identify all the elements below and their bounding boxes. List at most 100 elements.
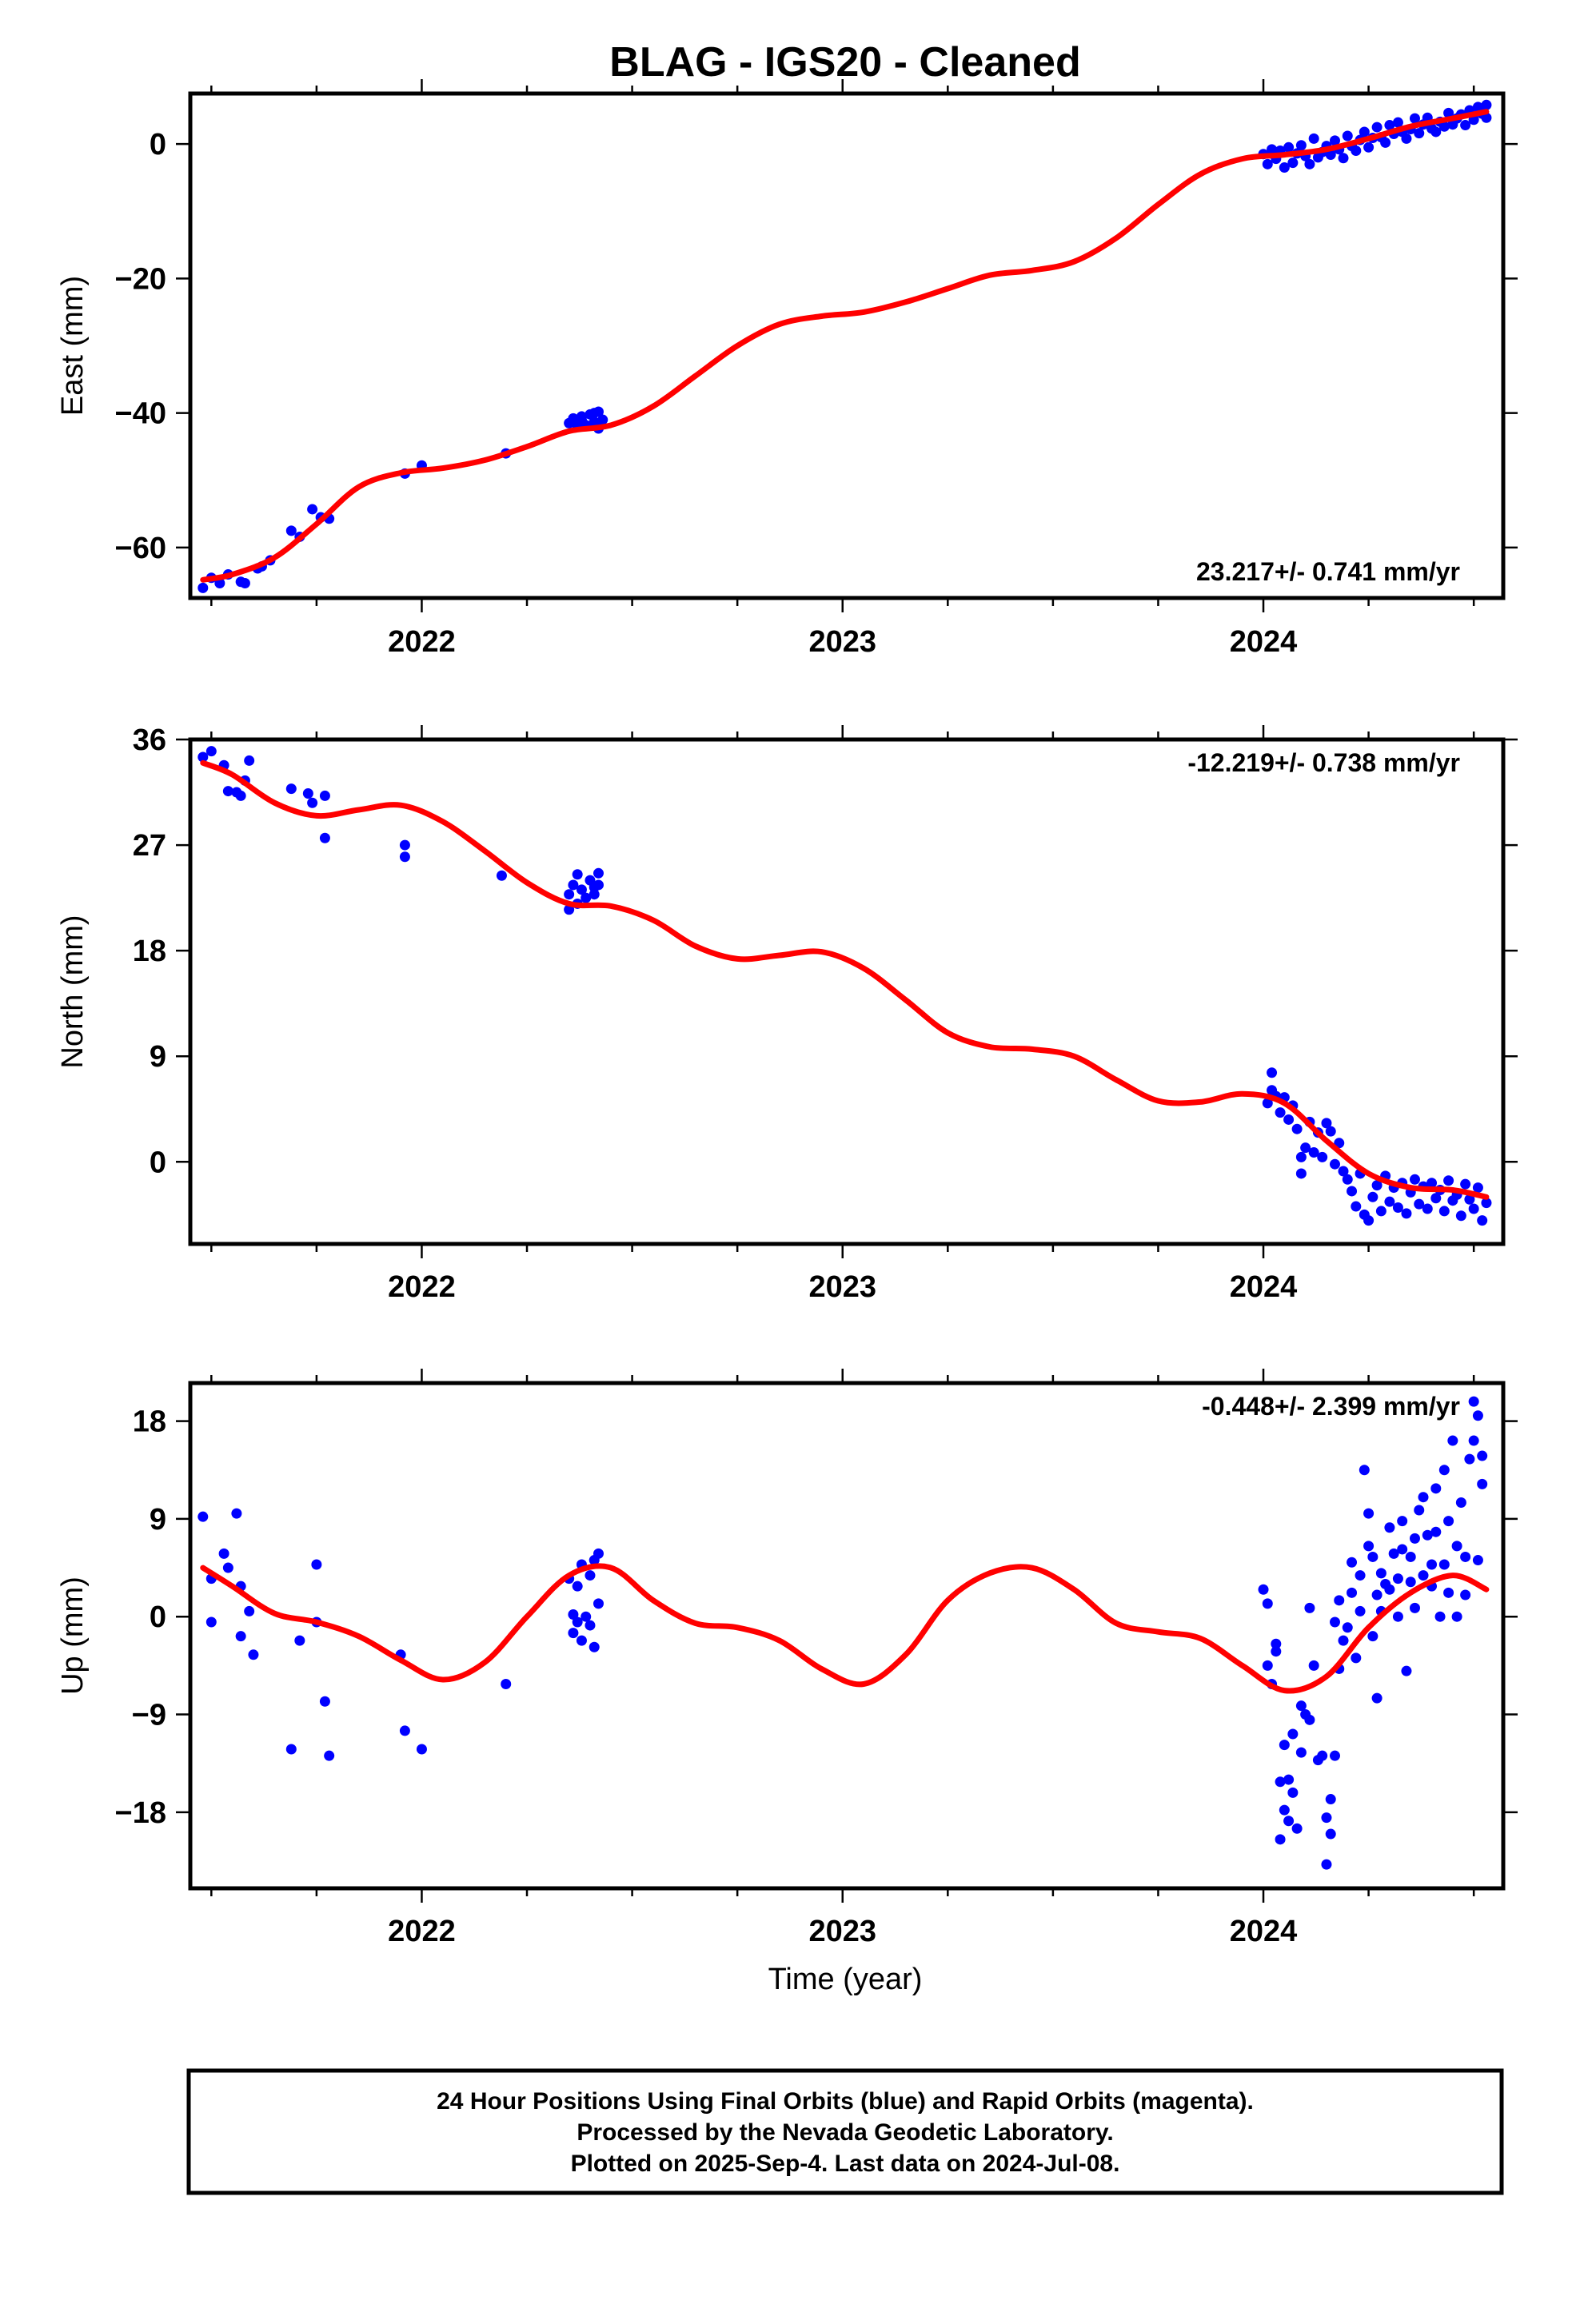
- up-data-point: [1271, 1638, 1282, 1649]
- east-panel: 2022 2023 2024 −60 −40 −20 0 East (mm) 23.217+/-…: [56, 79, 1518, 659]
- east-data-point: [1392, 117, 1403, 128]
- up-data-point: [1329, 1616, 1340, 1628]
- north-data-point: [496, 870, 507, 881]
- north-data-point: [235, 790, 246, 801]
- north-data-point: [1481, 1198, 1492, 1209]
- north-data-point: [1308, 1147, 1319, 1158]
- up-data-point: [416, 1744, 427, 1755]
- up-data-point: [1477, 1478, 1488, 1489]
- north-data-point: [1347, 1186, 1358, 1197]
- north-data-point: [572, 869, 583, 880]
- east-data-point: [1430, 126, 1442, 138]
- north-data-point: [1375, 1206, 1386, 1217]
- east-data-point: [1304, 158, 1315, 169]
- north-data-point: [1329, 1158, 1340, 1170]
- up-data-point: [1451, 1541, 1462, 1552]
- up-data-point: [1283, 1774, 1295, 1785]
- east-data-point: [1351, 145, 1362, 157]
- north-data-point: [1455, 1210, 1466, 1222]
- east-fit-line: [200, 109, 1490, 583]
- north-data-point: [1363, 1215, 1375, 1226]
- up-data-point: [1342, 1622, 1353, 1633]
- north-y-tick-label: 36: [133, 724, 166, 757]
- north-data-point: [1267, 1067, 1278, 1078]
- north-data-point: [1317, 1151, 1328, 1162]
- up-data-point: [1359, 1465, 1370, 1476]
- up-data-point: [1321, 1812, 1332, 1824]
- north-data-point: [592, 867, 604, 879]
- east-y-tick-label: −40: [115, 397, 166, 431]
- up-data-point: [1287, 1728, 1299, 1740]
- north-y-tick-label: 0: [150, 1146, 166, 1179]
- up-data-point: [1347, 1587, 1358, 1598]
- east-data-point: [1414, 128, 1425, 139]
- east-data-point: [1295, 140, 1307, 151]
- up-data-point: [1430, 1526, 1442, 1537]
- up-data-point: [1460, 1589, 1471, 1600]
- up-panel: 2022 2023 2024 −18 −9 0 9 18 Up (mm) -0.448+/- 2.…: [56, 1369, 1518, 1948]
- up-data-point: [1262, 1660, 1273, 1671]
- up-x-tick-label: 2023: [808, 1915, 876, 1948]
- north-rate-label: -12.219+/- 0.738 mm/yr: [1187, 748, 1460, 777]
- north-data-point: [285, 783, 297, 795]
- east-data-point: [1279, 162, 1290, 173]
- north-data-point: [1321, 1118, 1332, 1129]
- up-data-point: [1468, 1435, 1479, 1446]
- east-data-point: [1267, 144, 1278, 155]
- up-data-point: [1271, 1646, 1282, 1657]
- up-data-point: [1295, 1700, 1307, 1712]
- up-data-point: [1275, 1776, 1286, 1788]
- up-y-axis-label: Up (mm): [56, 1577, 90, 1695]
- up-data-point: [319, 1696, 330, 1707]
- north-data-point: [1472, 1182, 1483, 1194]
- north-data-point: [222, 786, 233, 797]
- north-x-tick-label: 2024: [1230, 1270, 1298, 1304]
- north-x-tick-label: 2022: [388, 1270, 456, 1304]
- up-y-tick-label: 18: [133, 1405, 166, 1439]
- up-data-point: [1279, 1740, 1290, 1751]
- north-data-point: [319, 832, 330, 843]
- up-data-point: [1409, 1533, 1420, 1544]
- up-data-point: [1355, 1570, 1366, 1581]
- up-data-point: [1371, 1692, 1382, 1704]
- up-data-point: [1329, 1750, 1340, 1761]
- east-x-tick-label: 2024: [1230, 625, 1298, 659]
- east-data-point: [597, 414, 608, 425]
- up-data-point: [1464, 1453, 1475, 1465]
- east-data-point: [576, 411, 587, 422]
- north-y-tick-label: 9: [150, 1040, 166, 1074]
- up-data-point: [572, 1581, 583, 1592]
- east-data-point: [239, 577, 250, 588]
- up-data-point: [1472, 1555, 1483, 1566]
- north-data-point: [589, 889, 600, 900]
- north-data-point: [1351, 1201, 1362, 1212]
- north-data-point: [1426, 1178, 1438, 1189]
- up-data-point: [1392, 1573, 1403, 1585]
- north-data-point: [1468, 1203, 1479, 1214]
- east-x-tick-label: 2022: [388, 625, 456, 659]
- up-data-point: [581, 1611, 592, 1622]
- up-data-point: [1472, 1410, 1483, 1421]
- up-data-point: [1477, 1450, 1488, 1461]
- east-data-point: [1283, 142, 1295, 153]
- up-data-point: [501, 1678, 512, 1689]
- north-fit-line: [200, 759, 1490, 1200]
- up-y-tick-label: −9: [132, 1699, 166, 1732]
- up-data-point: [1401, 1665, 1412, 1676]
- north-y-tick-label: 27: [133, 829, 166, 863]
- up-data-point: [1422, 1529, 1433, 1541]
- north-data-point: [302, 788, 313, 799]
- up-data-point: [399, 1725, 410, 1736]
- up-data-point: [205, 1616, 217, 1628]
- east-data-point: [1438, 121, 1450, 132]
- up-data-point: [248, 1649, 259, 1660]
- east-data-point: [592, 406, 604, 417]
- up-data-point: [1405, 1577, 1416, 1588]
- up-data-point: [1317, 1750, 1328, 1761]
- east-data-point: [1329, 135, 1340, 146]
- east-data-point: [1371, 122, 1382, 133]
- up-data-point: [1443, 1516, 1454, 1527]
- up-data-point: [244, 1605, 255, 1616]
- east-data-point: [1363, 142, 1375, 153]
